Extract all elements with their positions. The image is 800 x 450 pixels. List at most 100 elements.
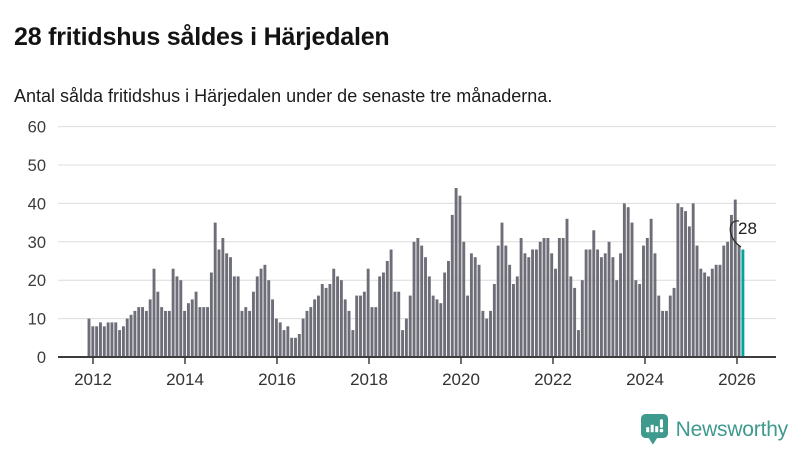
latest-value-annotation: 28 [738, 219, 757, 238]
x-axis-tick-label: 2014 [166, 370, 204, 389]
x-axis-tick-label: 2020 [442, 370, 480, 389]
bar [118, 330, 122, 357]
bar [443, 272, 447, 357]
bar [336, 276, 340, 357]
bar [125, 318, 129, 357]
newsworthy-brand-link[interactable]: Newsworthy [640, 414, 788, 445]
bar [458, 195, 462, 357]
bar [255, 276, 259, 357]
bar [271, 299, 274, 357]
bar [240, 310, 244, 357]
bar [508, 264, 512, 357]
bar [603, 253, 607, 357]
bar [221, 238, 225, 357]
bar [473, 257, 477, 357]
bar [489, 310, 492, 357]
bar [695, 245, 699, 357]
bar [267, 280, 271, 357]
bar [87, 318, 91, 357]
bar [141, 307, 144, 357]
x-axis-tick-label: 2012 [74, 370, 112, 389]
bar [481, 310, 485, 357]
page-title: 28 fritidshus såldes i Härjedalen [14, 22, 390, 51]
bar [599, 257, 603, 357]
bar [362, 291, 366, 357]
bar [622, 203, 626, 357]
bar [561, 238, 565, 357]
bar [236, 276, 240, 357]
bar [638, 284, 642, 357]
bar [454, 188, 458, 357]
x-axis-tick-label: 2026 [718, 370, 756, 389]
bar [359, 295, 362, 357]
bar [244, 307, 248, 357]
x-axis-tick-label: 2022 [534, 370, 572, 389]
bar [320, 284, 324, 357]
bar [657, 295, 661, 357]
bar [726, 241, 730, 357]
bar [121, 326, 125, 357]
bar [439, 303, 443, 357]
bar [167, 310, 171, 357]
bar [687, 226, 691, 357]
bar [523, 253, 527, 357]
bar [634, 280, 638, 357]
bar [733, 199, 737, 357]
x-axis-tick-label: 2018 [350, 370, 388, 389]
bar [286, 326, 290, 357]
bar [707, 276, 710, 357]
bar [114, 322, 118, 357]
bar [99, 322, 102, 357]
highlighted-bar [741, 249, 745, 357]
bar [370, 307, 374, 357]
bar [573, 287, 577, 357]
bar [401, 330, 405, 357]
bar [420, 245, 424, 357]
bar [592, 230, 596, 357]
bar [382, 272, 385, 357]
bar [630, 222, 634, 357]
bar [355, 295, 359, 357]
bar [198, 307, 202, 357]
bar [397, 291, 401, 357]
bar [500, 222, 504, 357]
bar [519, 238, 523, 357]
bar [699, 268, 703, 357]
bar [251, 291, 255, 357]
bar [534, 249, 538, 357]
bar [328, 284, 332, 357]
bar [577, 330, 580, 357]
bar [95, 326, 99, 357]
bar [649, 218, 653, 357]
bar [148, 299, 152, 357]
bar [424, 257, 427, 357]
bar [347, 310, 351, 357]
bar [404, 318, 408, 357]
bar [504, 245, 508, 357]
bar [557, 238, 561, 357]
bar [274, 318, 278, 357]
bar [263, 264, 267, 357]
bar [129, 314, 133, 357]
bar [305, 310, 309, 357]
bar [324, 287, 328, 357]
bar [565, 218, 569, 357]
bar [661, 310, 665, 357]
x-axis-tick-label: 2024 [626, 370, 664, 389]
bar [469, 253, 473, 357]
bar [152, 268, 156, 357]
bar [278, 322, 282, 357]
x-axis-tick-label: 2016 [258, 370, 296, 389]
bar [527, 257, 531, 357]
bar [729, 214, 733, 357]
bar [626, 207, 630, 357]
y-axis-tick-label: 50 [28, 157, 46, 175]
bar [290, 337, 294, 357]
bar [542, 238, 546, 357]
bar [431, 295, 435, 357]
bar [569, 276, 573, 357]
bar [645, 238, 649, 357]
bar [703, 272, 707, 357]
bar [672, 287, 676, 357]
bar [676, 203, 680, 357]
